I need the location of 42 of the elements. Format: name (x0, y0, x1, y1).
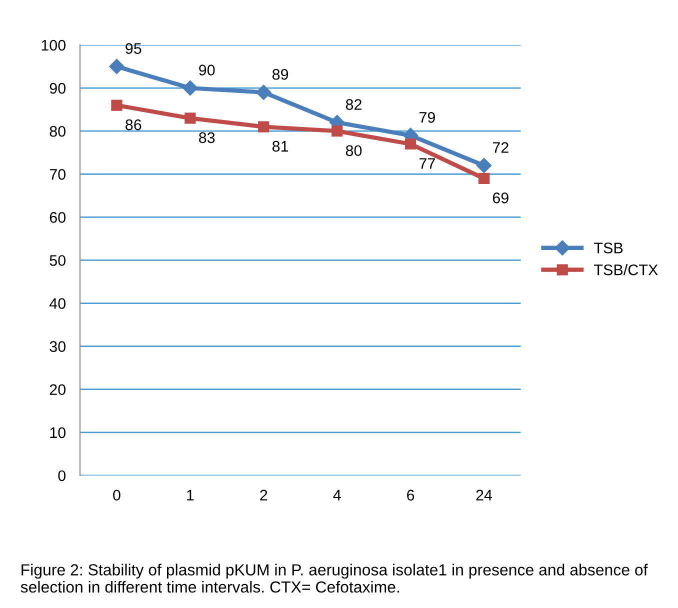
point (476, 158, 492, 174)
point (478, 172, 490, 184)
point (404, 138, 416, 150)
legend-label: TSB (594, 242, 623, 254)
y-tick-label: 80 (50, 126, 66, 137)
x-tick-label: 1 (187, 490, 194, 500)
data-label: 86 (126, 119, 142, 130)
data-label: 95 (126, 43, 142, 54)
point (332, 126, 343, 137)
point (258, 121, 270, 132)
x-tick-label: 6 (407, 490, 414, 501)
y-tick-label: 30 (50, 341, 66, 352)
point (109, 58, 124, 74)
caption: Figure 2: Stability of plasmid pKUM in P. aeruginosa isolate1 in presence and absence of selection in different time intervals. CTX= Cefotaxime. (20, 564, 648, 593)
point (184, 112, 196, 124)
y-tick-label: 90 (50, 82, 66, 94)
data-label: 72 (492, 142, 508, 153)
y-tick-label: 70 (50, 169, 66, 180)
x-tick-label: 0 (113, 490, 120, 501)
legend-label: TSB/CTX (594, 264, 658, 276)
x-tick-label: 4 (333, 490, 341, 500)
data-label: 79 (419, 112, 435, 123)
data-label: 77 (419, 158, 435, 169)
data-label: 82 (346, 99, 362, 110)
data-label: 80 (346, 145, 362, 156)
point (182, 80, 198, 96)
y-tick-label: 10 (50, 427, 66, 438)
y-tick-label: 100 (42, 40, 66, 51)
point (256, 84, 272, 100)
data-label: 90 (199, 64, 215, 76)
x-tick-label: 2 (260, 490, 268, 500)
data-label: 81 (272, 140, 288, 152)
y-tick-label: 50 (50, 255, 66, 266)
point (111, 100, 122, 111)
x-tick-label: 24 (476, 490, 492, 500)
y-tick-label: 60 (50, 212, 66, 223)
data-label: 69 (492, 192, 508, 204)
y-tick-label: 0 (58, 470, 66, 482)
y-tick-label: 20 (50, 384, 66, 396)
y-tick-label: 40 (49, 298, 66, 309)
data-label: 83 (199, 132, 215, 144)
data-label: 89 (272, 68, 288, 80)
